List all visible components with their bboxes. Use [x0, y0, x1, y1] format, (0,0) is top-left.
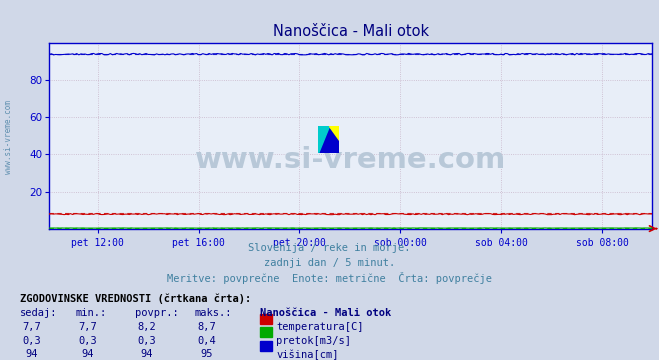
Text: pretok[m3/s]: pretok[m3/s]: [276, 336, 351, 346]
Polygon shape: [329, 126, 339, 140]
Text: 95: 95: [200, 349, 212, 359]
Text: 8,2: 8,2: [138, 322, 156, 332]
Text: 0,3: 0,3: [138, 336, 156, 346]
Text: 7,7: 7,7: [78, 322, 97, 332]
Polygon shape: [318, 126, 329, 153]
Text: Nanoščica - Mali otok: Nanoščica - Mali otok: [260, 308, 391, 318]
Text: 7,7: 7,7: [22, 322, 41, 332]
Text: Meritve: povprečne  Enote: metrične  Črta: povprečje: Meritve: povprečne Enote: metrične Črta:…: [167, 272, 492, 284]
Text: sedaj:: sedaj:: [20, 308, 57, 318]
Text: 0,4: 0,4: [197, 336, 215, 346]
Polygon shape: [318, 126, 339, 153]
Text: temperatura[C]: temperatura[C]: [276, 322, 364, 332]
Text: 94: 94: [26, 349, 38, 359]
Text: 0,3: 0,3: [22, 336, 41, 346]
Polygon shape: [318, 126, 339, 153]
Text: 8,7: 8,7: [197, 322, 215, 332]
Text: 94: 94: [141, 349, 153, 359]
Text: www.si-vreme.com: www.si-vreme.com: [195, 146, 507, 174]
Text: maks.:: maks.:: [194, 308, 232, 318]
Text: 94: 94: [82, 349, 94, 359]
Text: 0,3: 0,3: [78, 336, 97, 346]
Title: Nanoščica - Mali otok: Nanoščica - Mali otok: [273, 24, 429, 39]
Text: višina[cm]: višina[cm]: [276, 349, 339, 360]
Text: povpr.:: povpr.:: [135, 308, 179, 318]
Text: www.si-vreme.com: www.si-vreme.com: [4, 100, 13, 174]
Text: ZGODOVINSKE VREDNOSTI (črtkana črta):: ZGODOVINSKE VREDNOSTI (črtkana črta):: [20, 293, 251, 304]
Text: min.:: min.:: [76, 308, 107, 318]
Text: Slovenija / reke in morje.: Slovenija / reke in morje.: [248, 243, 411, 253]
Text: zadnji dan / 5 minut.: zadnji dan / 5 minut.: [264, 258, 395, 268]
Polygon shape: [329, 126, 339, 140]
